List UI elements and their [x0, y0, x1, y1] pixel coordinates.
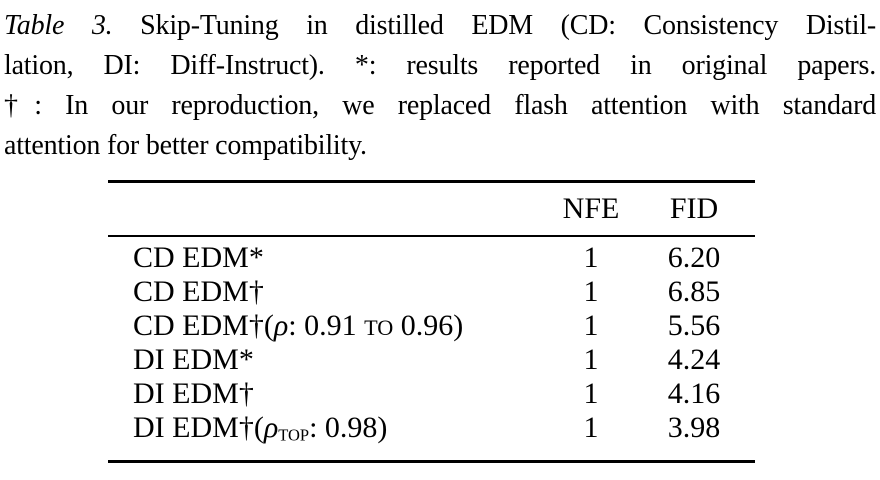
fid-value: 6.85 — [667, 275, 721, 308]
method-label: CD EDM† — [108, 275, 755, 309]
caption-table-label: Table 3. — [4, 10, 113, 41]
rho-symbol: ρ — [273, 309, 289, 342]
label-part: CD EDM†( — [133, 309, 274, 342]
nfe-value: 1 — [583, 377, 599, 410]
table-row: DI EDM* 1 4.24 — [108, 343, 755, 377]
table-mid-rule — [108, 235, 755, 237]
nfe-value: 1 — [583, 241, 599, 274]
table-header-row: NFE FID — [108, 183, 755, 235]
label-part: DI EDM†( — [133, 411, 264, 444]
fid-value: 4.16 — [667, 377, 721, 410]
nfe-value: 1 — [583, 309, 599, 342]
fid-value: 4.24 — [667, 343, 721, 376]
caption-line-1-text: Skip-Tuning in distilled EDM (CD: Consis… — [140, 10, 876, 41]
table-top-rule — [108, 180, 755, 183]
label-part: CD EDM* — [133, 241, 264, 274]
caption-line-3: †: In our reproduction, we replaced flas… — [4, 90, 876, 121]
label-part: : 0.91 — [288, 309, 365, 342]
label-part: DI EDM* — [133, 343, 254, 376]
caption-line-1: Table 3. Skip-Tuning in distilled EDM (C… — [4, 6, 876, 46]
column-header-nfe: NFE — [562, 192, 620, 225]
label-part: TO — [364, 315, 394, 340]
table-caption: Table 3. Skip-Tuning in distilled EDM (C… — [4, 6, 876, 166]
label-part: TOP — [278, 425, 310, 445]
fid-value: 6.20 — [667, 241, 721, 274]
column-header-fid: FID — [669, 192, 719, 225]
nfe-value: 1 — [583, 343, 599, 376]
nfe-value: 1 — [583, 411, 599, 444]
label-part: 0.96) — [393, 309, 464, 342]
table-row: DI EDM† 1 4.16 — [108, 377, 755, 411]
method-label: CD EDM†(ρ: 0.91 TO 0.96) — [108, 309, 755, 345]
table-bottom-rule — [108, 460, 755, 463]
label-part: : 0.98) — [309, 411, 388, 444]
nfe-value: 1 — [583, 275, 599, 308]
method-label: DI EDM* — [108, 343, 755, 377]
label-part: DI EDM† — [133, 377, 254, 410]
results-table: NFE FID CD EDM* 1 6.20 CD EDM† 1 6.85 CD… — [108, 180, 755, 463]
method-label: CD EDM* — [108, 241, 755, 275]
table-row: DI EDM†(ρTOP: 0.98) 1 3.98 — [108, 411, 755, 445]
method-label: DI EDM† — [108, 377, 755, 411]
caption-line-4: attention for better compatibility. — [4, 130, 367, 161]
fid-value: 5.56 — [667, 309, 721, 342]
rho-symbol: ρ — [263, 411, 279, 444]
table-body: CD EDM* 1 6.20 CD EDM† 1 6.85 CD EDM†(ρ:… — [108, 237, 755, 460]
table-row: CD EDM* 1 6.20 — [108, 241, 755, 275]
method-label: DI EDM†(ρTOP: 0.98) — [108, 411, 755, 453]
table-row: CD EDM† 1 6.85 — [108, 275, 755, 309]
caption-line-2: lation, DI: Diff-Instruct). *: results r… — [4, 50, 876, 81]
label-part: CD EDM† — [133, 275, 264, 308]
fid-value: 3.98 — [667, 411, 721, 444]
table-row: CD EDM†(ρ: 0.91 TO 0.96) 1 5.56 — [108, 309, 755, 343]
